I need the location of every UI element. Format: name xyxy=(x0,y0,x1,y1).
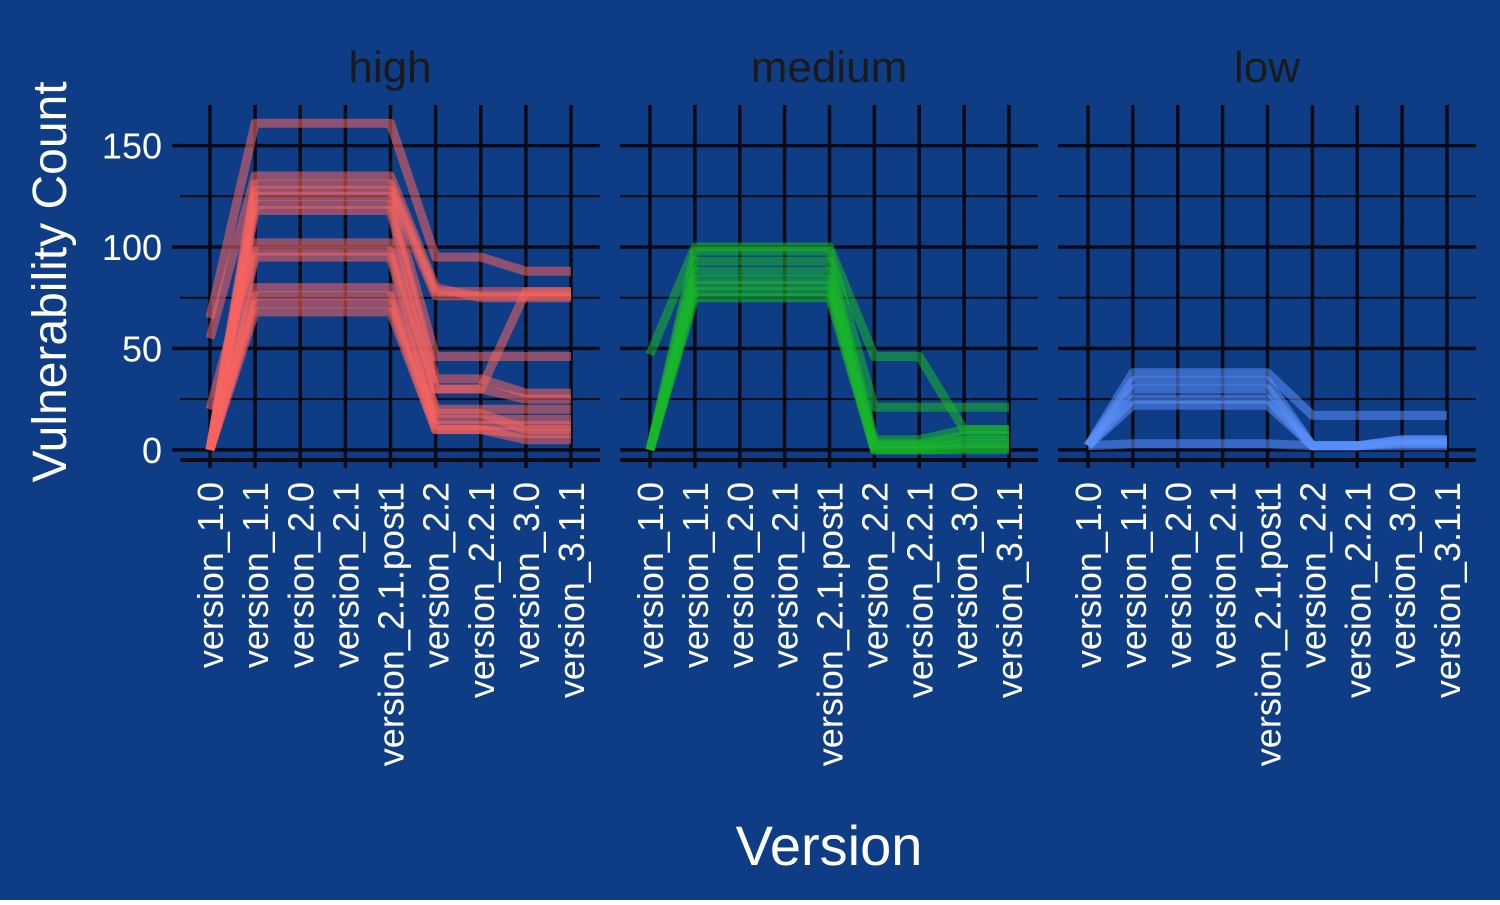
x-axis-label: Version xyxy=(736,814,923,877)
x-tick-label: version_1.1 xyxy=(1113,482,1154,668)
y-tick-label: 0 xyxy=(142,430,162,471)
x-tick-label: version_2.0 xyxy=(720,482,761,668)
x-tick-label: version_3.1.1 xyxy=(1427,482,1468,698)
x-tick-label: version_2.1 xyxy=(765,482,806,668)
x-tick-label: version_3.1.1 xyxy=(989,482,1030,698)
x-tick-label: version_1.0 xyxy=(1068,482,1109,668)
panel-label: low xyxy=(1234,43,1300,92)
x-tick-label: version_1.0 xyxy=(630,482,671,668)
x-tick-label: version_2.0 xyxy=(280,482,321,668)
x-tick-label: version_2.1 xyxy=(325,482,366,668)
x-tick-label: version_2.1 xyxy=(1203,482,1244,668)
y-tick-label: 100 xyxy=(102,227,162,268)
x-tick-label: version_2.2 xyxy=(416,482,457,668)
y-tick-label: 50 xyxy=(122,328,162,369)
x-tick-label: version_1.0 xyxy=(190,482,231,668)
x-tick-label: version_3.0 xyxy=(944,482,985,668)
x-tick-label: version_2.2.1 xyxy=(899,482,940,698)
x-tick-label: version_2.2.1 xyxy=(1337,482,1378,698)
x-tick-label: version_2.1.post1 xyxy=(810,482,851,766)
x-tick-label: version_3.0 xyxy=(506,482,547,668)
x-tick-label: version_1.1 xyxy=(675,482,716,668)
x-tick-label: version_1.1 xyxy=(235,482,276,668)
series-line xyxy=(1088,444,1447,446)
panel-label: medium xyxy=(751,43,908,92)
panel-label: high xyxy=(348,43,431,92)
y-tick-label: 150 xyxy=(102,126,162,167)
x-tick-label: version_2.1.post1 xyxy=(1248,482,1289,766)
x-tick-label: version_2.0 xyxy=(1158,482,1199,668)
x-tick-label: version_2.2 xyxy=(854,482,895,668)
x-tick-label: version_2.2.1 xyxy=(461,482,502,698)
x-tick-label: version_2.2 xyxy=(1292,482,1333,668)
y-axis-label: Vulnerability Count xyxy=(24,81,77,482)
x-tick-label: version_3.0 xyxy=(1382,482,1423,668)
x-tick-label: version_3.1.1 xyxy=(551,482,592,698)
x-tick-label: version_2.1.post1 xyxy=(371,482,412,766)
